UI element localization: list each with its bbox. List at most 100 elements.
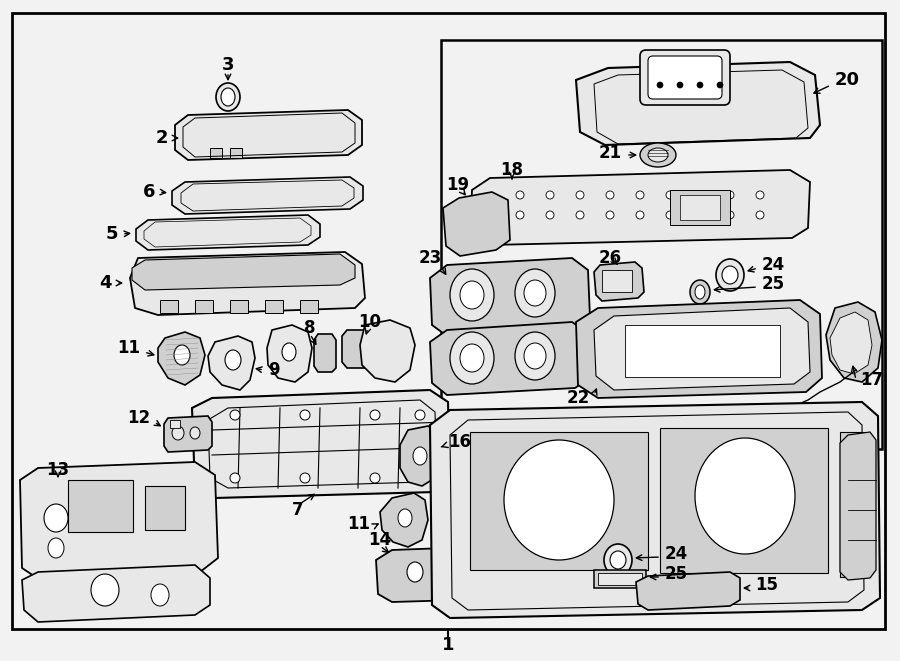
Bar	[598, 573, 642, 585]
Text: 4: 4	[100, 274, 112, 292]
Ellipse shape	[450, 332, 494, 384]
Bar	[840, 432, 865, 577]
Ellipse shape	[524, 343, 546, 369]
Ellipse shape	[716, 259, 744, 291]
Polygon shape	[265, 300, 283, 313]
Ellipse shape	[606, 211, 614, 219]
Bar	[68, 480, 133, 532]
Ellipse shape	[677, 82, 683, 88]
Ellipse shape	[695, 438, 795, 554]
Ellipse shape	[48, 538, 64, 558]
Text: 6: 6	[142, 183, 155, 201]
Bar	[170, 420, 180, 428]
Ellipse shape	[370, 410, 380, 420]
Polygon shape	[172, 177, 363, 214]
Ellipse shape	[415, 473, 425, 483]
Polygon shape	[160, 300, 178, 313]
Polygon shape	[470, 170, 810, 245]
Ellipse shape	[504, 440, 614, 560]
Ellipse shape	[516, 191, 524, 199]
Text: 19: 19	[446, 176, 470, 194]
Bar	[594, 570, 646, 588]
Bar	[145, 486, 185, 530]
Bar	[670, 190, 730, 225]
Ellipse shape	[515, 332, 555, 380]
Ellipse shape	[282, 343, 296, 361]
Ellipse shape	[717, 82, 723, 88]
Polygon shape	[164, 416, 212, 452]
Ellipse shape	[546, 211, 554, 219]
Ellipse shape	[726, 211, 734, 219]
Ellipse shape	[666, 211, 674, 219]
Ellipse shape	[606, 191, 614, 199]
Text: 22: 22	[567, 389, 590, 407]
Ellipse shape	[515, 269, 555, 317]
Polygon shape	[20, 462, 218, 580]
Polygon shape	[360, 320, 415, 382]
Polygon shape	[840, 432, 876, 580]
Text: 23: 23	[418, 249, 442, 267]
Ellipse shape	[576, 211, 584, 219]
Bar	[602, 270, 632, 292]
Polygon shape	[136, 215, 320, 250]
Ellipse shape	[756, 191, 764, 199]
Polygon shape	[443, 192, 510, 256]
Ellipse shape	[696, 191, 704, 199]
Text: 18: 18	[500, 161, 524, 179]
Text: 24: 24	[665, 545, 688, 563]
Text: 2: 2	[156, 129, 168, 147]
Polygon shape	[430, 322, 590, 395]
Polygon shape	[594, 308, 810, 390]
Bar	[680, 195, 720, 220]
Ellipse shape	[370, 473, 380, 483]
Text: 17: 17	[860, 371, 883, 389]
Ellipse shape	[44, 504, 68, 532]
Polygon shape	[826, 302, 882, 382]
Ellipse shape	[610, 551, 626, 569]
Text: 25: 25	[665, 565, 688, 583]
Ellipse shape	[172, 426, 184, 440]
Ellipse shape	[450, 269, 494, 321]
Polygon shape	[158, 332, 205, 385]
Polygon shape	[430, 402, 880, 618]
Ellipse shape	[42, 477, 74, 515]
Ellipse shape	[636, 211, 644, 219]
Text: 1: 1	[442, 636, 454, 654]
Polygon shape	[210, 148, 222, 158]
Ellipse shape	[460, 344, 484, 372]
Ellipse shape	[696, 211, 704, 219]
Ellipse shape	[415, 410, 425, 420]
Ellipse shape	[695, 285, 705, 299]
Polygon shape	[267, 325, 312, 382]
Ellipse shape	[407, 562, 423, 582]
Ellipse shape	[151, 584, 169, 606]
Polygon shape	[192, 390, 450, 498]
Polygon shape	[830, 312, 872, 374]
Ellipse shape	[726, 191, 734, 199]
Ellipse shape	[648, 148, 668, 162]
Text: 25: 25	[762, 275, 785, 293]
Ellipse shape	[216, 83, 240, 111]
Polygon shape	[380, 493, 428, 547]
Text: 11: 11	[347, 515, 370, 533]
Polygon shape	[22, 565, 210, 622]
Ellipse shape	[460, 281, 484, 309]
Polygon shape	[130, 252, 365, 315]
Ellipse shape	[640, 143, 676, 167]
Text: 15: 15	[755, 576, 778, 594]
Polygon shape	[208, 336, 255, 390]
Ellipse shape	[516, 211, 524, 219]
Ellipse shape	[300, 410, 310, 420]
Ellipse shape	[722, 266, 738, 284]
Text: 16: 16	[448, 433, 471, 451]
Text: 9: 9	[268, 361, 280, 379]
Polygon shape	[576, 62, 820, 145]
Ellipse shape	[174, 345, 190, 365]
Ellipse shape	[230, 410, 240, 420]
Ellipse shape	[221, 88, 235, 106]
Ellipse shape	[524, 280, 546, 306]
Ellipse shape	[576, 191, 584, 199]
Ellipse shape	[49, 485, 67, 507]
Ellipse shape	[442, 562, 458, 582]
Bar	[441, 40, 882, 449]
